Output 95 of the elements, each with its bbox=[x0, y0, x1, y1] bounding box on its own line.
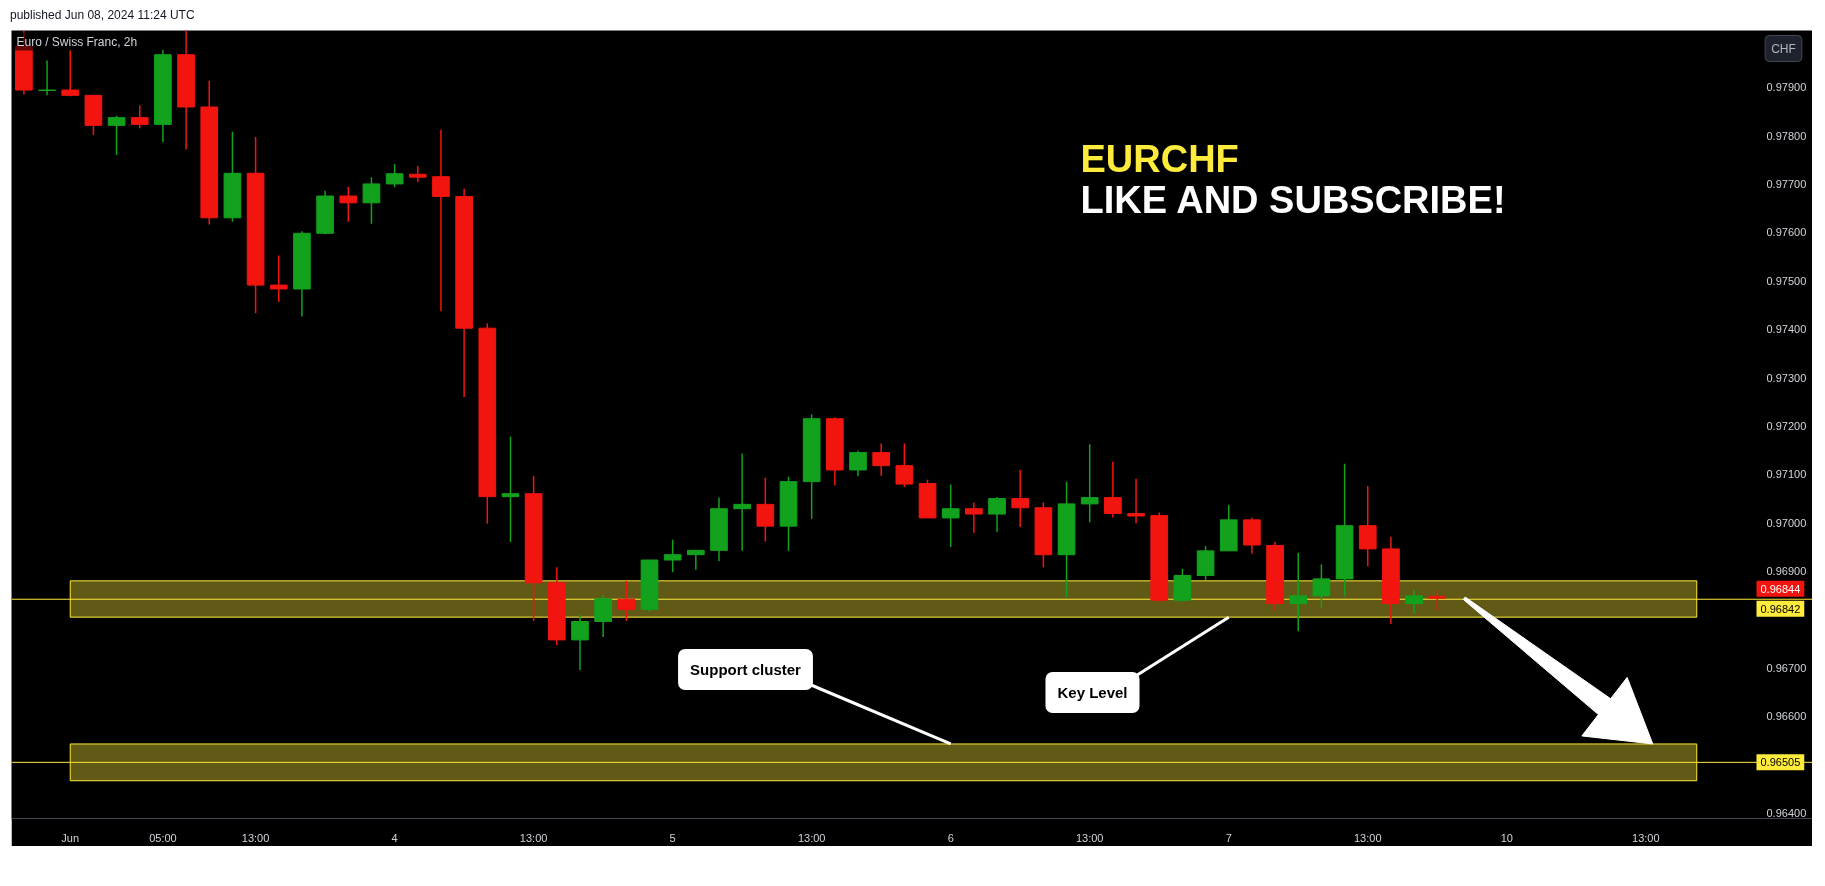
y-tick-label: 0.97000 bbox=[1766, 516, 1807, 529]
candlestick bbox=[177, 30, 195, 151]
y-tick-label: 0.96900 bbox=[1766, 565, 1807, 578]
candlestick bbox=[339, 186, 358, 223]
y-tick-label: 0.97700 bbox=[1766, 177, 1807, 190]
x-tick-label: 4 bbox=[391, 831, 398, 844]
candlestick bbox=[154, 49, 172, 144]
candlestick bbox=[895, 442, 914, 488]
y-tick-label: 0.97600 bbox=[1766, 226, 1807, 239]
annotation: 0.96844 bbox=[1760, 582, 1801, 595]
candlestick bbox=[1405, 589, 1423, 615]
y-tick-label: 0.96400 bbox=[1766, 807, 1807, 820]
x-tick-label: 13:00 bbox=[1632, 831, 1660, 844]
candlestick bbox=[710, 496, 728, 562]
candlestick bbox=[1289, 552, 1308, 632]
candlestick bbox=[1080, 443, 1099, 524]
x-tick-label: 13:00 bbox=[1353, 831, 1382, 844]
candlestick bbox=[246, 136, 265, 314]
candlestick bbox=[293, 230, 311, 318]
candlestick bbox=[849, 449, 867, 478]
candlestick bbox=[547, 566, 566, 646]
annotation: Support cluster bbox=[690, 661, 802, 678]
annotation: LIKE AND SUBSCRIBE! bbox=[1080, 178, 1506, 221]
candlestick bbox=[1196, 545, 1215, 581]
chart-title: Euro / Swiss Franc, 2h bbox=[16, 34, 138, 49]
x-tick-label: 13:00 bbox=[241, 831, 270, 844]
candlestick bbox=[362, 176, 381, 225]
x-tick-label: 5 bbox=[669, 831, 676, 844]
candlestick bbox=[1243, 516, 1261, 555]
candlestick bbox=[872, 442, 891, 477]
y-tick-label: 0.97900 bbox=[1766, 81, 1807, 94]
candlestick bbox=[1312, 563, 1331, 609]
candlestick bbox=[802, 413, 821, 520]
candlestick bbox=[1034, 501, 1053, 569]
x-tick-label: 13:00 bbox=[797, 831, 826, 844]
y-tick-label: 0.97100 bbox=[1766, 468, 1807, 481]
candlestick bbox=[84, 94, 103, 136]
candlestick bbox=[1335, 462, 1354, 598]
y-tick-label: 0.97800 bbox=[1766, 129, 1807, 142]
candlestick bbox=[1428, 589, 1447, 612]
candlestick bbox=[1057, 480, 1076, 599]
candlestick bbox=[223, 130, 242, 223]
text: published Jun 08, 2024 11:24 UTC bbox=[10, 7, 195, 24]
candlestick bbox=[965, 501, 983, 534]
candlestick bbox=[200, 80, 219, 226]
y-tick-label: 0.97200 bbox=[1766, 419, 1807, 432]
candlestick bbox=[640, 559, 659, 614]
x-tick-label: 13:00 bbox=[519, 831, 548, 844]
candlestick bbox=[269, 254, 288, 303]
candlestick bbox=[1173, 567, 1192, 603]
candlestick bbox=[501, 435, 520, 543]
annotation: EURCHF bbox=[1080, 137, 1239, 180]
candlestick bbox=[1150, 511, 1169, 604]
text: CHF bbox=[1771, 41, 1796, 56]
candlestick bbox=[1382, 536, 1400, 625]
candlestick bbox=[1219, 504, 1238, 552]
ref-line-label: 0.96842 bbox=[1760, 602, 1801, 615]
candlestick bbox=[826, 416, 844, 487]
candlestick bbox=[663, 538, 682, 573]
candlestick bbox=[524, 475, 543, 622]
candlestick bbox=[756, 476, 775, 543]
candlestick bbox=[1358, 485, 1377, 568]
candlestick bbox=[941, 483, 960, 548]
candlestick bbox=[61, 49, 80, 98]
x-tick-label: Jun bbox=[61, 831, 80, 844]
y-tick-label: 0.96600 bbox=[1766, 710, 1807, 723]
candlestick bbox=[316, 189, 334, 236]
candlestick bbox=[779, 476, 798, 552]
candlestick bbox=[455, 188, 473, 398]
candlestick bbox=[478, 322, 497, 525]
candlestick bbox=[1127, 477, 1145, 524]
y-tick-label: 0.97300 bbox=[1766, 371, 1807, 384]
candlestick bbox=[432, 128, 450, 312]
x-tick-label: 6 bbox=[947, 831, 954, 844]
y-tick-label: 0.97500 bbox=[1766, 274, 1807, 287]
candlestick bbox=[408, 165, 427, 183]
x-tick-label: 10 bbox=[1500, 831, 1513, 844]
candlestick bbox=[918, 478, 937, 519]
candlestick bbox=[594, 594, 612, 638]
x-tick-label: 05:00 bbox=[149, 831, 177, 844]
y-tick-label: 0.96700 bbox=[1766, 661, 1807, 674]
candlestick bbox=[988, 496, 1006, 533]
x-tick-label: 7 bbox=[1225, 831, 1232, 844]
candlestick bbox=[130, 104, 149, 130]
ref-line-label: 0.96505 bbox=[1760, 756, 1801, 769]
candlestick bbox=[1266, 540, 1284, 612]
candlestick bbox=[617, 580, 636, 622]
candlestick bbox=[571, 613, 589, 671]
annotation: Key Level bbox=[1057, 684, 1128, 701]
candlestick bbox=[1104, 461, 1122, 519]
x-tick-label: 13:00 bbox=[1075, 831, 1104, 844]
candlestick bbox=[107, 114, 126, 156]
y-tick-label: 0.97400 bbox=[1766, 323, 1807, 336]
candlestick bbox=[385, 163, 404, 189]
candlestick bbox=[38, 59, 56, 97]
